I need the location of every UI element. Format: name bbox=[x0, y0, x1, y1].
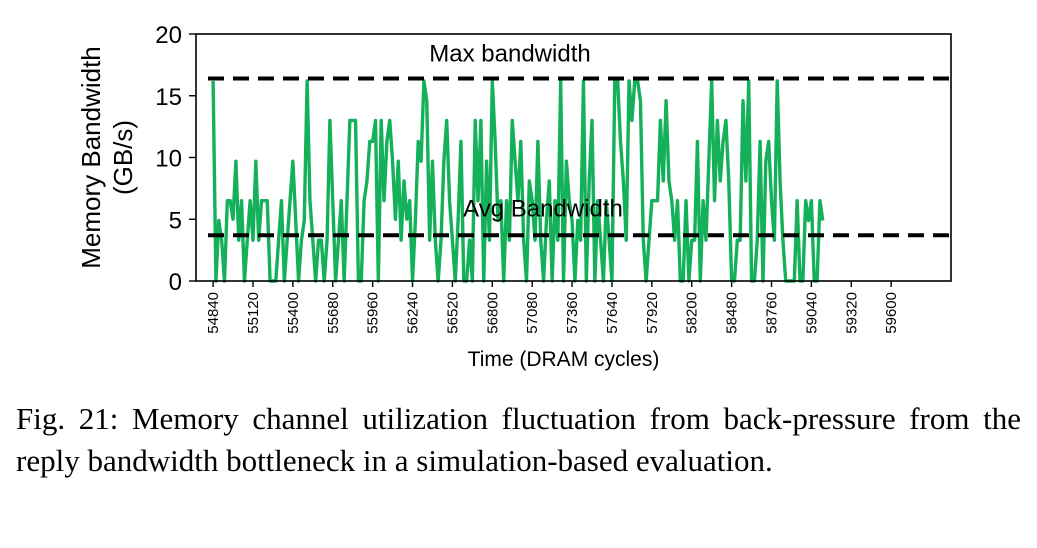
x-tick-label: 57360 bbox=[564, 292, 581, 334]
x-tick-label: 59320 bbox=[843, 292, 860, 334]
y-tick-label: 15 bbox=[155, 84, 182, 111]
x-tick-label: 59040 bbox=[803, 292, 820, 334]
reference-line-label: Max bandwidth bbox=[429, 40, 590, 67]
y-tick-label: 20 bbox=[155, 22, 182, 49]
y-tick-label: 0 bbox=[169, 269, 182, 296]
x-tick-label: 59600 bbox=[883, 292, 900, 334]
x-tick-label: 56800 bbox=[484, 292, 501, 334]
x-tick-label: 57640 bbox=[604, 292, 621, 334]
chart-svg: Memory Bandwidth (GB/s) 0 5 10 15 20 54840 551… bbox=[76, 22, 952, 371]
x-tick-label: 55120 bbox=[245, 292, 262, 334]
y-axis-ticks: 0 5 10 15 20 bbox=[155, 22, 196, 296]
x-tick-label: 56520 bbox=[444, 292, 461, 334]
y-axis-label-line: Memory Bandwidth bbox=[76, 46, 106, 269]
plot-frame bbox=[195, 33, 952, 282]
x-tick-label: 58480 bbox=[724, 292, 741, 334]
bandwidth-series-line bbox=[211, 79, 825, 283]
y-axis-label: Memory Bandwidth (GB/s) bbox=[76, 46, 138, 269]
x-axis-ticks: 54840 55120 55400 55680 55960 56240 56520 56800… bbox=[205, 281, 900, 334]
x-tick-label: 57080 bbox=[524, 292, 541, 334]
x-axis-label: Time (DRAM cycles) bbox=[468, 348, 660, 371]
y-tick-label: 5 bbox=[169, 207, 182, 234]
figure-caption: Fig. 21: Memory channel utilization fluc… bbox=[16, 401, 1021, 478]
x-tick-label: 56240 bbox=[405, 292, 422, 334]
chart: Memory Bandwidth (GB/s) 0 5 10 15 20 54840 551… bbox=[76, 22, 952, 371]
y-tick-label: 10 bbox=[155, 146, 182, 173]
reference-line-label: Avg Bandwidth bbox=[463, 195, 623, 222]
x-tick-label: 57920 bbox=[644, 292, 661, 334]
y-axis-label-line: (GB/s) bbox=[108, 120, 138, 195]
x-tick-label: 55400 bbox=[285, 292, 302, 334]
x-tick-label: 58760 bbox=[764, 292, 781, 334]
x-tick-label: 58200 bbox=[684, 292, 701, 334]
x-tick-label: 54840 bbox=[205, 292, 222, 334]
series-layer bbox=[211, 79, 825, 283]
x-tick-label: 55680 bbox=[325, 292, 342, 334]
x-tick-label: 55960 bbox=[365, 292, 382, 334]
reference-lines: Max bandwidth Avg Bandwidth bbox=[208, 40, 949, 238]
